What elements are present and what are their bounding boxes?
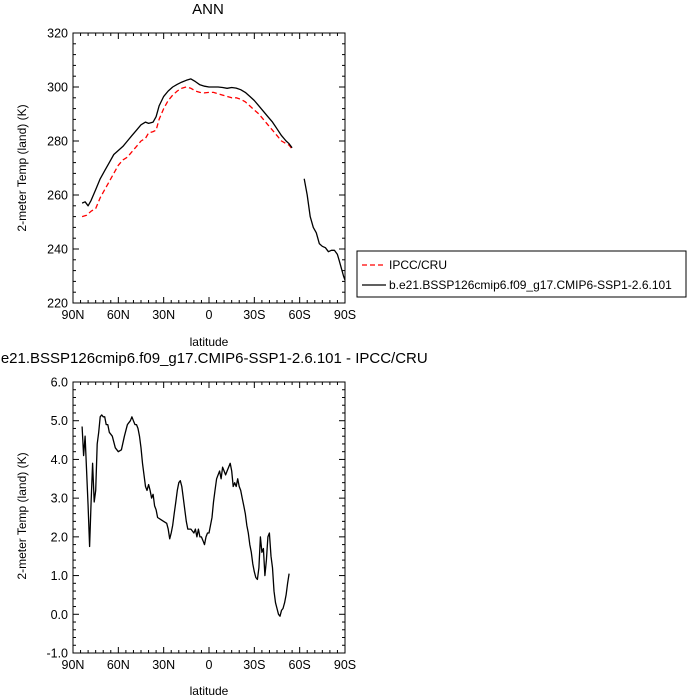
legend-box (356, 250, 687, 298)
x-axis-title-bottom: latitude (190, 684, 229, 698)
y-axis-title-bottom: 2-meter Temp (land) (K) (15, 452, 29, 579)
x-tick-label: 30S (243, 658, 265, 672)
x-tick-label: 0 (206, 658, 213, 672)
series-line-top-ipcc-cru (81, 86, 293, 218)
series-layer-top (81, 78, 346, 281)
y-tick-label: 300 (47, 81, 68, 95)
legend-label-ipcc: IPCC/CRU (389, 258, 447, 272)
y-tick-label: 4.0 (51, 453, 68, 467)
y-tick-label: -1.0 (46, 647, 68, 661)
plot-frame-bottom (72, 381, 346, 654)
x-tick-label: 90S (334, 658, 356, 672)
x-tick-label: 0 (206, 308, 213, 322)
x-tick-label: 60S (289, 308, 311, 322)
ticks-top: 90N 60N 30N 0 30S 60S 90S 220 240 260 280 300 320 (47, 27, 356, 323)
x-tick-label: 60N (107, 308, 130, 322)
x-tick-label: 30N (152, 658, 175, 672)
y-tick-label: 240 (47, 243, 68, 257)
legend-label-model: b.e21.BSSP126cmip6.f09_g17.CMIP6-SSP1-2.… (389, 278, 672, 292)
x-tick-label: 90N (62, 658, 85, 672)
y-tick-label: 2.0 (51, 530, 68, 544)
series-line-top-b-e21-bssp126cmip6-f09-g17-cmip6-ssp1-2-6-101 (303, 178, 346, 281)
y-axis-title-top: 2-meter Temp (land) (K) (15, 104, 29, 231)
series-line-top-b-e21-bssp126cmip6-f09-g17-cmip6-ssp1-2-6-101 (81, 78, 293, 207)
legend: IPCC/CRU b.e21.BSSP126cmip6.f09_g17.CMIP… (356, 250, 687, 298)
y-tick-label: 3.0 (51, 492, 68, 506)
x-tick-label: 60S (289, 658, 311, 672)
series-line-bottom-difference (81, 414, 290, 617)
plot-frame-top (72, 32, 346, 304)
x-tick-label: 30N (152, 308, 175, 322)
x-tick-label: 90S (334, 308, 356, 322)
series-layer-bottom (81, 414, 290, 617)
y-tick-label: 320 (47, 27, 68, 41)
y-tick-label: 1.0 (51, 569, 68, 583)
x-tick-label: 90N (62, 308, 85, 322)
y-tick-label: 6.0 (51, 376, 68, 390)
panel-bottom: b.e21.BSSP126cmip6.f09_g17.CMIP6-SSP1-2.… (0, 350, 428, 698)
x-axis-title-top: latitude (190, 335, 229, 349)
y-tick-label: 0.0 (51, 608, 68, 622)
x-tick-label: 60N (107, 658, 130, 672)
y-tick-label: 5.0 (51, 414, 68, 428)
x-tick-label: 30S (243, 308, 265, 322)
chart-title-bottom: b.e21.BSSP126cmip6.f09_g17.CMIP6-SSP1-2.… (0, 350, 428, 367)
y-tick-label: 280 (47, 135, 68, 149)
y-tick-label: 260 (47, 189, 68, 203)
y-tick-label: 220 (47, 297, 68, 311)
panel-top: ANN 90N 60N 30N 0 30S 60S 90S 220 240 260 280 300 32… (15, 1, 356, 349)
ticks-bottom: 90N 60N 30N 0 30S 60S 90S -1.0 0.0 1.0 2.0 3.0 4.0 5.… (46, 376, 356, 673)
chart-title-top: ANN (192, 1, 224, 18)
